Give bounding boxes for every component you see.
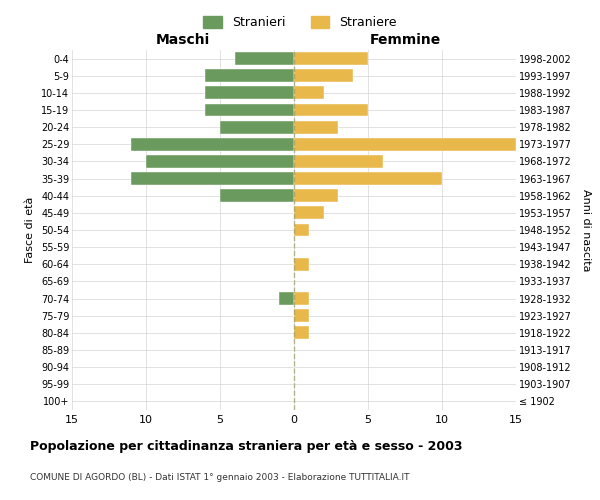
Bar xyxy=(131,172,294,185)
Bar xyxy=(294,206,323,220)
Bar xyxy=(294,120,338,134)
Bar xyxy=(220,120,294,134)
Bar xyxy=(294,190,338,202)
Bar xyxy=(294,172,442,185)
Text: COMUNE DI AGORDO (BL) - Dati ISTAT 1° gennaio 2003 - Elaborazione TUTTITALIA.IT: COMUNE DI AGORDO (BL) - Dati ISTAT 1° ge… xyxy=(30,473,409,482)
Y-axis label: Anni di nascita: Anni di nascita xyxy=(581,188,591,271)
Y-axis label: Fasce di età: Fasce di età xyxy=(25,197,35,263)
Bar xyxy=(294,292,309,305)
Text: Femmine: Femmine xyxy=(370,34,440,48)
Bar xyxy=(205,104,294,117)
Bar xyxy=(294,86,323,100)
Bar xyxy=(294,138,516,150)
Bar xyxy=(220,190,294,202)
Bar xyxy=(294,52,368,65)
Bar xyxy=(146,155,294,168)
Bar xyxy=(294,104,368,117)
Bar xyxy=(205,70,294,82)
Bar xyxy=(294,310,309,322)
Bar xyxy=(205,86,294,100)
Legend: Stranieri, Straniere: Stranieri, Straniere xyxy=(198,11,402,34)
Bar xyxy=(294,70,353,82)
Bar xyxy=(131,138,294,150)
Bar xyxy=(294,155,383,168)
Text: Popolazione per cittadinanza straniera per età e sesso - 2003: Popolazione per cittadinanza straniera p… xyxy=(30,440,463,453)
Bar xyxy=(279,292,294,305)
Text: Maschi: Maschi xyxy=(156,34,210,48)
Bar xyxy=(235,52,294,65)
Bar xyxy=(294,224,309,236)
Bar xyxy=(294,326,309,340)
Bar xyxy=(294,258,309,270)
